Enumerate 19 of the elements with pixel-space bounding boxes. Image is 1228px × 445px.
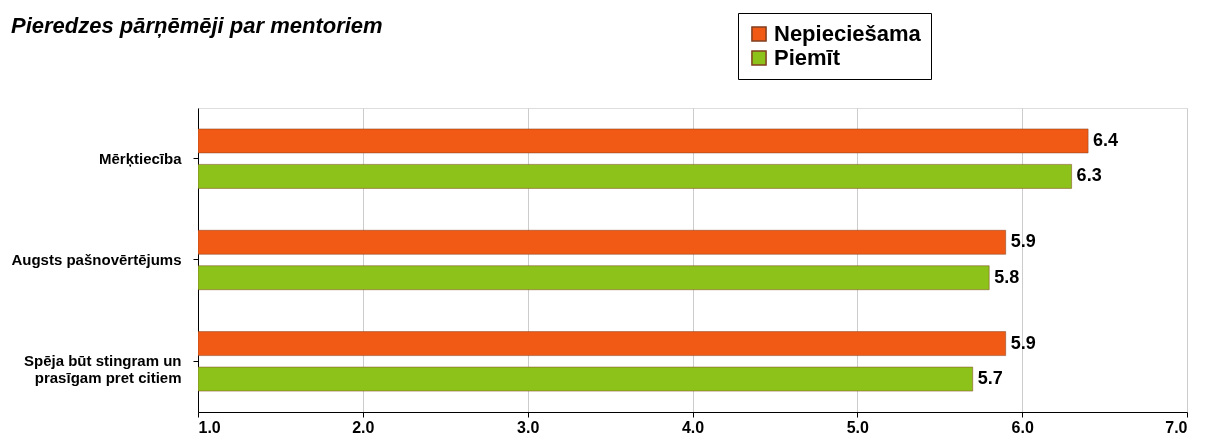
x-tick-label: 7.0	[1165, 418, 1188, 436]
x-tick-label: 6.0	[1011, 418, 1034, 436]
chart-title: Pieredzes pārņēmēji par mentoriem	[10, 13, 383, 38]
x-tick-label: 3.0	[517, 418, 540, 436]
data-label: 5.8	[994, 266, 1020, 287]
x-tick-label: 5.0	[846, 418, 870, 436]
x-tick-label: 2.0	[352, 418, 375, 436]
x-tick-label: 4.0	[681, 418, 705, 436]
data-label: 5.9	[1010, 332, 1036, 353]
y-tick-label: Mērķtiecība	[98, 149, 183, 167]
x-tick-label: 1.0	[198, 418, 221, 436]
legend-label: Nepieciešama	[774, 21, 922, 46]
y-tick-label: Augsts pašnovērtējums	[11, 251, 182, 268]
data-label: 5.7	[977, 368, 1003, 389]
data-label: 5.9	[1010, 231, 1036, 252]
y-tick-label: Spēja būt stingram un prasīgam pret citiem	[23, 352, 182, 387]
data-label: 6.4	[1093, 129, 1119, 150]
legend-label: Piemīt	[774, 45, 841, 70]
data-label: 6.3	[1076, 165, 1102, 186]
